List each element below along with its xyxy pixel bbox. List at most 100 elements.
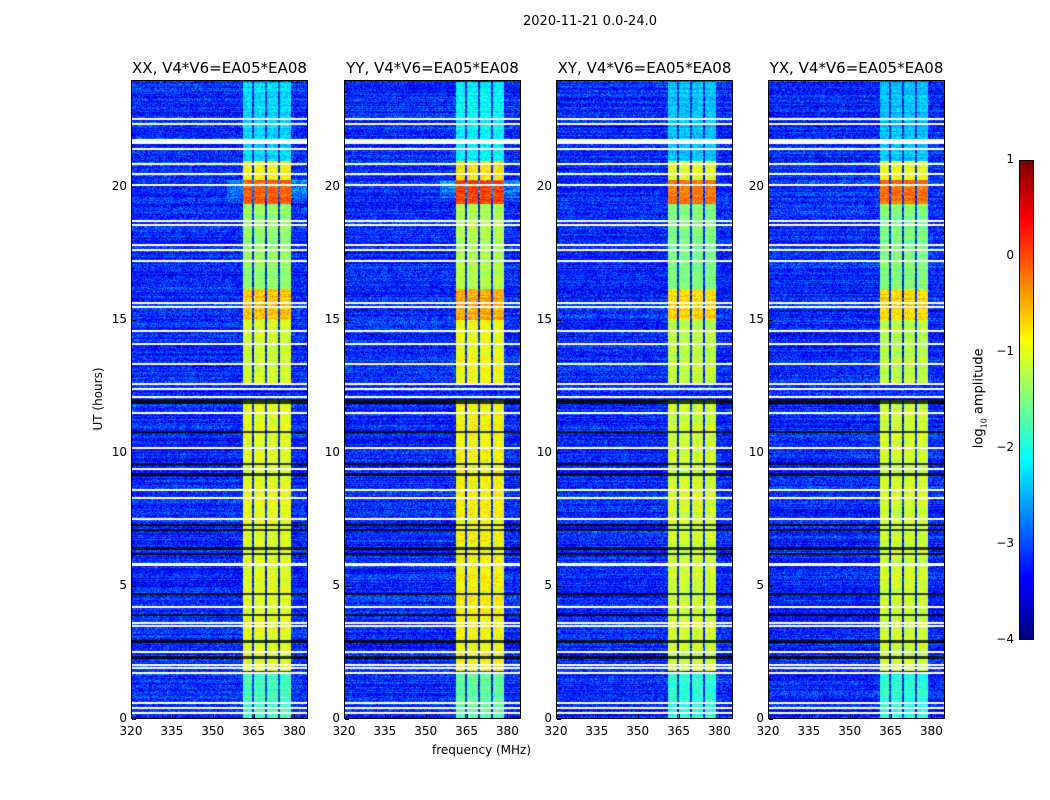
y-tick-mark	[345, 585, 349, 587]
y-tick-mark	[345, 186, 349, 188]
colorbar-label-sub: 10	[979, 418, 989, 429]
y-tick-label: 20	[536, 178, 552, 193]
y-tick-label: 10	[536, 444, 552, 459]
x-tick-mark	[425, 714, 427, 718]
heatmap-panel	[131, 80, 308, 719]
colorbar-tick-label: −3	[996, 536, 1014, 550]
x-tick-label: 380	[282, 724, 306, 738]
y-tick-mark	[557, 319, 561, 321]
y-tick-mark	[345, 452, 349, 454]
x-tick-label: 350	[414, 724, 438, 738]
x-tick-mark	[294, 714, 296, 718]
y-tick-mark	[769, 452, 773, 454]
x-tick-label: 320	[756, 724, 780, 738]
y-tick-label: 0	[544, 711, 552, 725]
x-tick-mark	[507, 714, 509, 718]
y-tick-label: 5	[756, 577, 764, 592]
colorbar-label: log10 amplitude	[972, 338, 989, 458]
x-tick-mark	[212, 714, 214, 718]
y-tick-mark	[132, 585, 136, 587]
y-tick-mark	[132, 319, 136, 321]
y-tick-label: 5	[332, 577, 340, 592]
panel-title: XX, V4*V6=EA05*EA08	[132, 59, 307, 77]
y-tick-label: 20	[748, 178, 764, 193]
x-tick-label: 365	[242, 724, 265, 738]
y-tick-mark	[345, 319, 349, 321]
y-tick-mark	[769, 585, 773, 587]
x-tick-label: 320	[119, 724, 143, 738]
x-tick-label: 365	[455, 724, 478, 738]
x-tick-mark	[344, 714, 345, 718]
x-tick-mark	[637, 714, 639, 718]
heatmap-panel	[556, 80, 733, 719]
x-tick-mark	[384, 714, 386, 718]
colorbar-label-main: log	[971, 428, 987, 449]
colorbar-tick-label: 1	[1006, 152, 1014, 166]
y-tick-mark	[769, 319, 773, 321]
x-tick-mark	[768, 714, 769, 718]
x-tick-label: 380	[707, 724, 731, 738]
x-tick-label: 335	[585, 724, 609, 738]
y-tick-label: 15	[324, 311, 340, 326]
x-tick-mark	[131, 714, 132, 718]
y-tick-label: 15	[536, 311, 552, 326]
y-tick-label: 0	[756, 711, 764, 725]
x-axis-label: frequency (MHz)	[432, 743, 532, 757]
x-tick-label: 365	[667, 724, 690, 738]
y-tick-label: 0	[332, 711, 340, 725]
x-tick-mark	[678, 714, 680, 718]
x-tick-mark	[253, 714, 255, 718]
y-tick-label: 20	[111, 178, 127, 193]
x-tick-label: 320	[332, 724, 356, 738]
colorbar-tick-label: 0	[1006, 248, 1014, 262]
panel-title: YX, V4*V6=EA05*EA08	[769, 59, 944, 77]
y-tick-label: 5	[544, 577, 552, 592]
y-tick-label: 20	[324, 178, 340, 193]
y-tick-mark	[345, 719, 349, 720]
y-tick-mark	[769, 186, 773, 188]
y-tick-mark	[132, 719, 136, 720]
colorbar-tick-label: −2	[996, 440, 1014, 454]
heatmap-panel	[768, 80, 945, 719]
y-tick-mark	[769, 719, 773, 720]
x-tick-mark	[849, 714, 851, 718]
x-tick-label: 335	[160, 724, 184, 738]
y-tick-label: 15	[748, 311, 764, 326]
x-tick-mark	[808, 714, 810, 718]
y-tick-label: 10	[111, 444, 127, 459]
heatmap-image	[132, 81, 307, 718]
heatmap-image	[769, 81, 944, 718]
x-tick-label: 380	[495, 724, 519, 738]
x-tick-mark	[719, 714, 721, 718]
x-tick-label: 380	[919, 724, 943, 738]
x-tick-mark	[556, 714, 557, 718]
x-tick-label: 335	[373, 724, 397, 738]
y-tick-mark	[132, 186, 136, 188]
heatmap-image	[557, 81, 732, 718]
colorbar-label-rest: amplitude	[971, 348, 987, 419]
x-tick-label: 365	[879, 724, 902, 738]
y-tick-mark	[557, 585, 561, 587]
heatmap-panel	[344, 80, 521, 719]
x-tick-label: 350	[626, 724, 650, 738]
y-axis-label: UT (hours)	[91, 367, 105, 431]
panel-title: YY, V4*V6=EA05*EA08	[346, 59, 519, 77]
y-tick-mark	[557, 452, 561, 454]
y-tick-label: 15	[111, 311, 127, 326]
colorbar-tick-label: −1	[996, 344, 1014, 358]
y-tick-mark	[557, 186, 561, 188]
y-tick-label: 10	[324, 444, 340, 459]
y-tick-mark	[132, 452, 136, 454]
x-tick-label: 335	[797, 724, 821, 738]
figure-title: 2020-11-21 0.0-24.0	[523, 14, 657, 29]
x-tick-mark	[890, 714, 892, 718]
x-tick-label: 350	[838, 724, 862, 738]
panel-title: XY, V4*V6=EA05*EA08	[557, 59, 732, 77]
y-tick-label: 5	[119, 577, 127, 592]
x-tick-mark	[171, 714, 173, 718]
y-tick-label: 0	[119, 711, 127, 725]
colorbar-tick-label: −4	[996, 632, 1014, 646]
colorbar	[1019, 160, 1034, 640]
heatmap-image	[345, 81, 520, 718]
